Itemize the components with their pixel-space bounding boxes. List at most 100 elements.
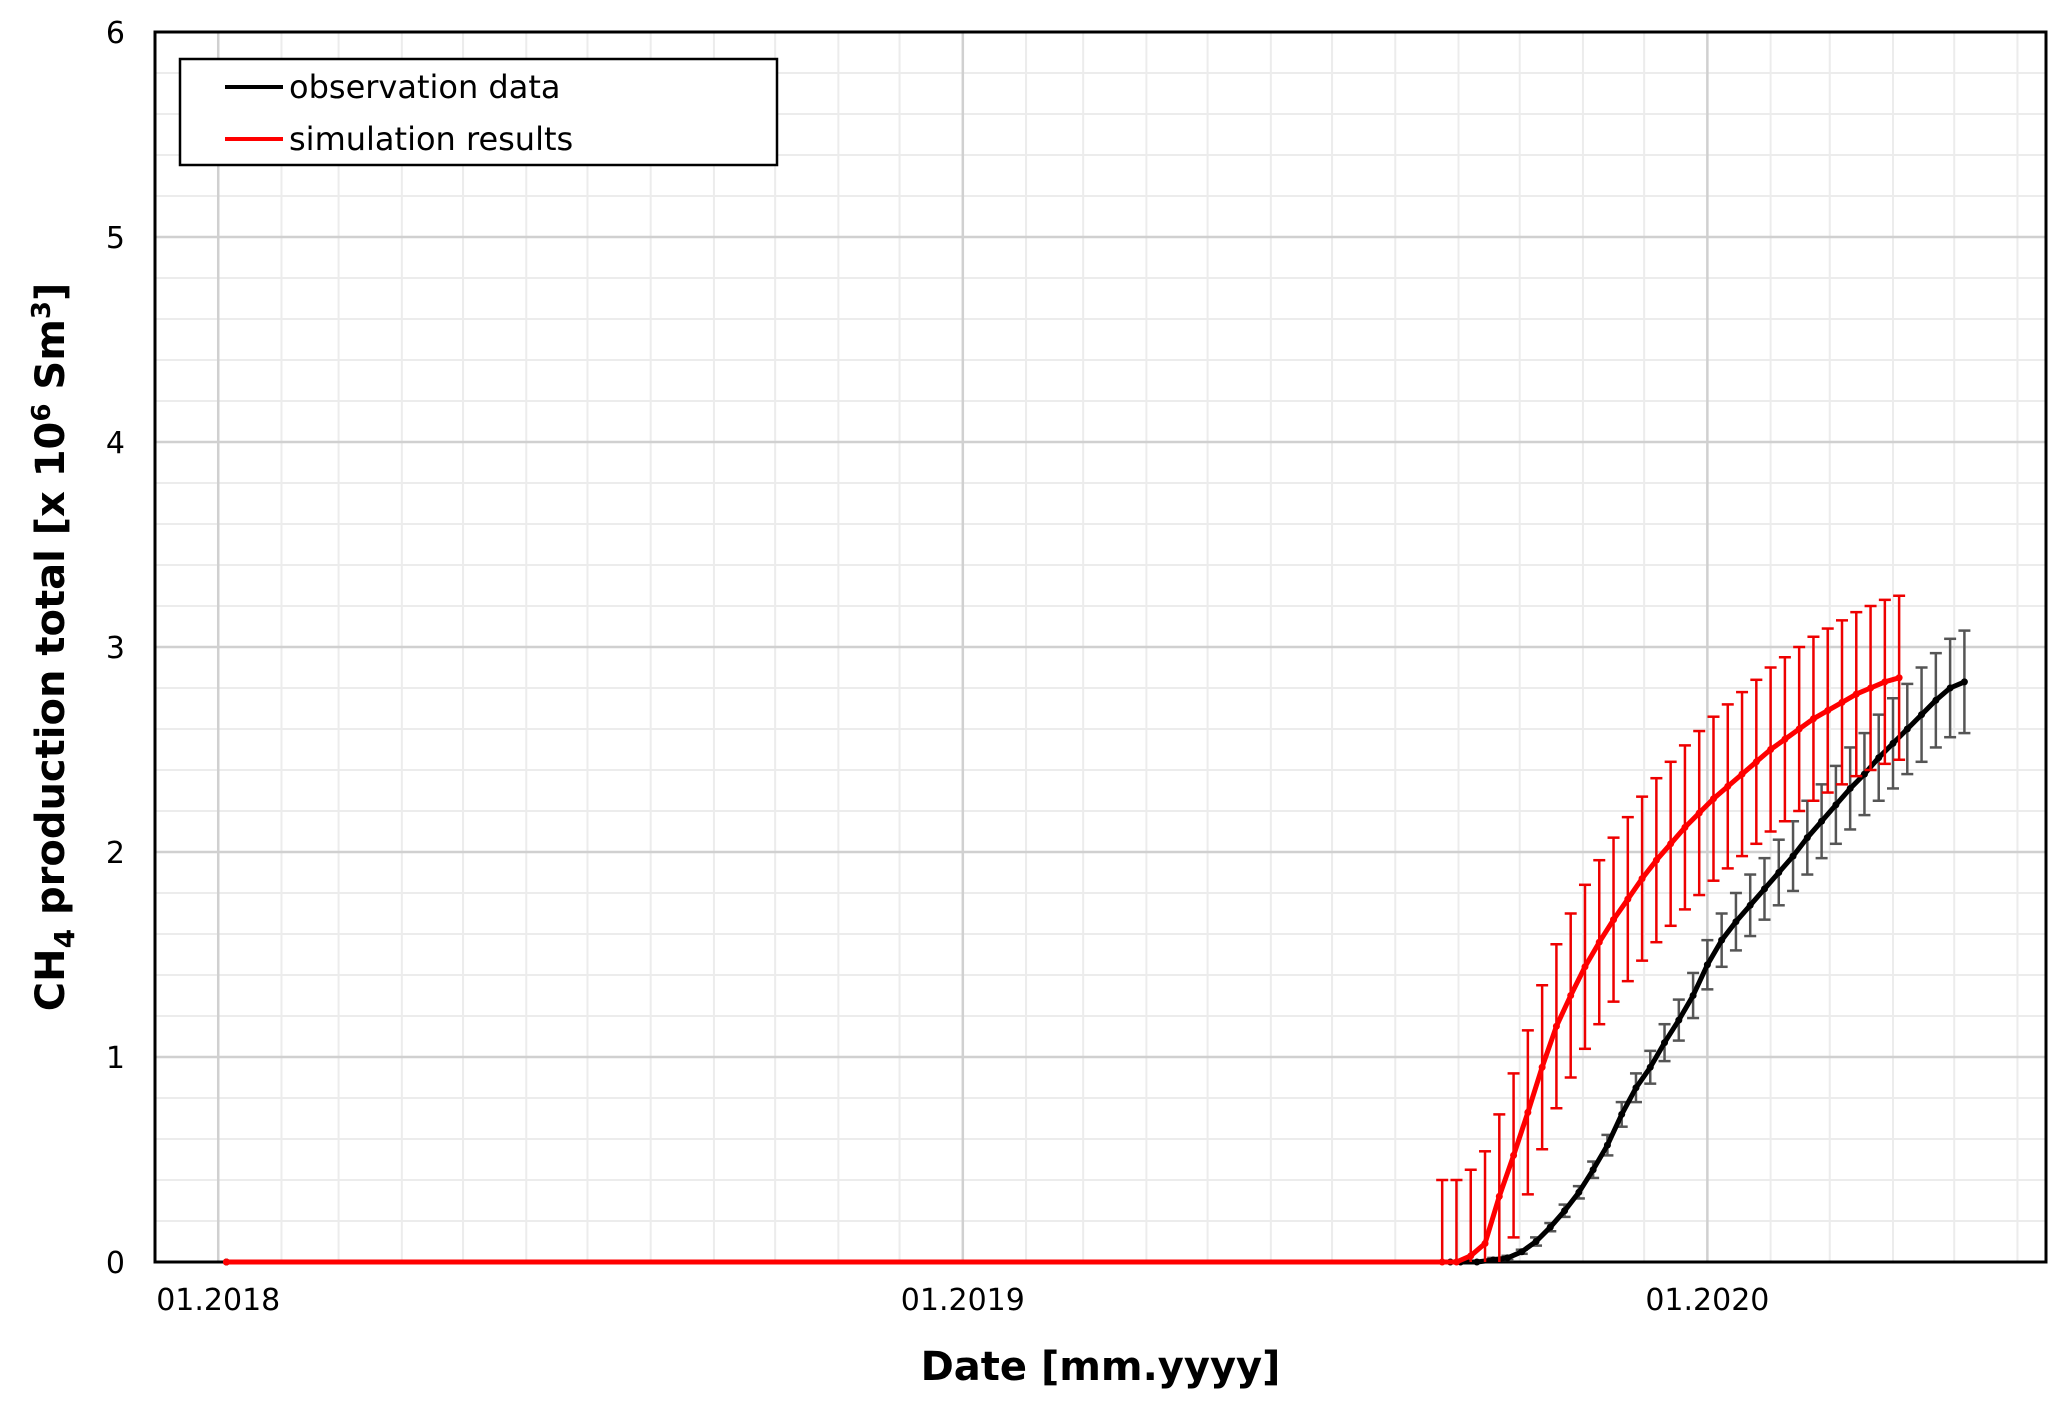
data-point bbox=[1946, 684, 1954, 692]
y-axis-title-middle: production total [x 10 bbox=[28, 422, 74, 929]
data-point bbox=[1581, 963, 1589, 971]
data-point bbox=[1889, 739, 1897, 747]
series-line bbox=[226, 675, 1900, 1265]
data-point bbox=[1732, 918, 1740, 926]
data-point bbox=[1760, 885, 1768, 893]
x-axis-ticks: 01.2018 01.2019 01.2020 bbox=[156, 1283, 1769, 1318]
data-point bbox=[1775, 869, 1783, 876]
data-point bbox=[1618, 1110, 1626, 1118]
data-point bbox=[1781, 735, 1789, 743]
y-tick-label: 1 bbox=[106, 1041, 125, 1076]
legend-box bbox=[178, 57, 779, 167]
data-point bbox=[1718, 936, 1726, 944]
x-tick-label: 01.2018 bbox=[156, 1283, 280, 1318]
data-point bbox=[1503, 1254, 1511, 1262]
x-axis-title: Date [mm.yyyy] bbox=[921, 1344, 1281, 1390]
y-axis-title-subscript: 4 bbox=[48, 929, 81, 948]
data-point bbox=[1567, 992, 1575, 999]
y-axis-title-superscript-2: 3 bbox=[27, 301, 57, 319]
y-tick-label: 0 bbox=[106, 1246, 125, 1281]
data-point bbox=[1467, 1252, 1475, 1260]
data-point bbox=[1709, 795, 1717, 803]
x-tick-label: 01.2019 bbox=[901, 1283, 1025, 1318]
series-layer bbox=[222, 594, 1971, 1266]
data-point bbox=[1895, 674, 1903, 682]
data-point bbox=[1809, 715, 1817, 723]
data-point bbox=[1681, 823, 1689, 831]
data-point bbox=[1803, 834, 1811, 842]
y-tick-label: 3 bbox=[106, 631, 125, 666]
data-point bbox=[1860, 770, 1868, 778]
data-point bbox=[1738, 770, 1746, 778]
data-point bbox=[1632, 1084, 1640, 1092]
y-axis-title-suffix: ] bbox=[28, 283, 74, 301]
data-point bbox=[1661, 1039, 1669, 1047]
y-axis-title-prefix: CH bbox=[28, 948, 74, 1011]
data-point bbox=[1603, 1141, 1611, 1149]
x-tick-label: 01.2020 bbox=[1645, 1283, 1769, 1318]
data-point bbox=[1473, 1258, 1481, 1266]
data-point bbox=[1867, 684, 1875, 692]
data-point bbox=[222, 1258, 230, 1266]
data-point bbox=[1610, 916, 1618, 924]
series-simulation bbox=[222, 594, 1906, 1266]
data-point bbox=[1932, 696, 1940, 704]
y-axis-title: CH4 production total [x 106 Sm3] bbox=[27, 283, 81, 1012]
data-point bbox=[1518, 1248, 1526, 1256]
data-point bbox=[1689, 992, 1697, 999]
data-point bbox=[1846, 784, 1854, 792]
data-point bbox=[1538, 1063, 1546, 1071]
data-point bbox=[1652, 856, 1660, 864]
data-point bbox=[1675, 1016, 1683, 1024]
data-point bbox=[1452, 1258, 1460, 1266]
legend: observation data simulation results bbox=[178, 57, 779, 167]
data-point bbox=[1852, 690, 1860, 698]
data-point bbox=[1903, 725, 1911, 733]
data-point bbox=[1638, 875, 1646, 883]
data-point bbox=[1746, 901, 1754, 909]
legend-label-simulation: simulation results bbox=[289, 120, 573, 158]
y-axis-title-middle2: Sm bbox=[28, 319, 74, 403]
data-point bbox=[1695, 809, 1703, 817]
data-point bbox=[1552, 1022, 1560, 1030]
data-point bbox=[1532, 1238, 1540, 1245]
data-point bbox=[1495, 1192, 1503, 1200]
y-tick-label: 2 bbox=[106, 836, 125, 871]
data-point bbox=[1524, 1108, 1532, 1116]
data-point bbox=[1589, 1166, 1597, 1174]
legend-label-observation: observation data bbox=[289, 68, 561, 106]
y-axis-title-superscript-1: 6 bbox=[27, 404, 57, 422]
data-point bbox=[1918, 711, 1926, 719]
data-point bbox=[1795, 725, 1803, 733]
data-point bbox=[1752, 758, 1760, 766]
data-point bbox=[1724, 782, 1732, 790]
data-point bbox=[1832, 801, 1840, 809]
data-point bbox=[1818, 817, 1826, 825]
data-point bbox=[1481, 1240, 1489, 1248]
data-point bbox=[1789, 852, 1797, 860]
data-point bbox=[1561, 1207, 1569, 1215]
data-point bbox=[1575, 1188, 1583, 1196]
data-point bbox=[1960, 678, 1968, 686]
y-tick-label: 4 bbox=[106, 426, 125, 461]
data-point bbox=[1667, 840, 1675, 848]
data-point bbox=[1546, 1223, 1554, 1231]
data-point bbox=[1510, 1151, 1518, 1159]
data-point bbox=[1838, 698, 1846, 706]
data-point bbox=[1489, 1256, 1497, 1264]
data-point bbox=[1875, 754, 1883, 762]
major-gridlines bbox=[155, 30, 2046, 1264]
y-tick-label: 6 bbox=[106, 16, 125, 51]
data-point bbox=[1881, 678, 1889, 686]
data-point bbox=[1595, 938, 1603, 946]
data-point bbox=[1438, 1258, 1446, 1266]
data-point bbox=[1767, 746, 1775, 753]
series-line bbox=[226, 679, 1966, 1265]
data-point bbox=[1824, 707, 1832, 715]
y-tick-label: 5 bbox=[106, 221, 125, 256]
data-point bbox=[1624, 895, 1632, 903]
y-axis-ticks: 0 1 2 3 4 5 6 bbox=[106, 16, 125, 1281]
data-point bbox=[1646, 1063, 1654, 1071]
data-point bbox=[1703, 961, 1711, 969]
